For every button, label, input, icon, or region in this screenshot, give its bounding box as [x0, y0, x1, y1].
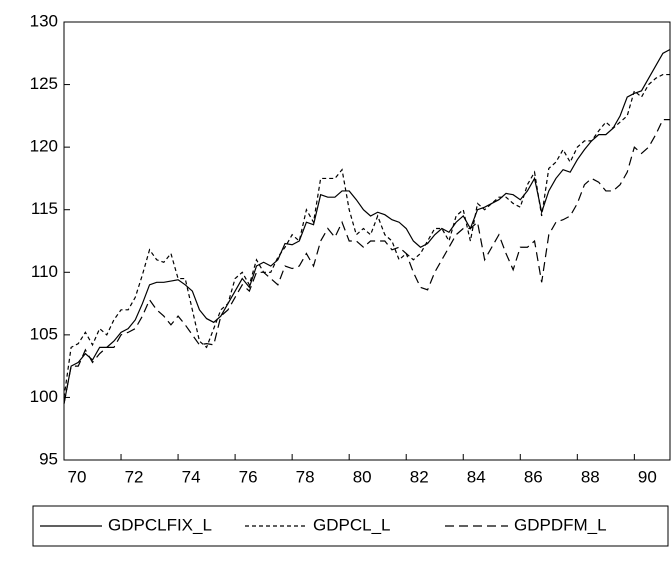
y-tick-label: 110 — [31, 262, 58, 281]
x-tick-label: 70 — [68, 467, 87, 486]
y-tick-label: 130 — [30, 11, 58, 30]
legend-label: GDPCLFIX_L — [108, 515, 212, 534]
x-tick-label: 84 — [467, 467, 486, 486]
legend-frame — [32, 505, 669, 547]
y-tick-label: 95 — [39, 449, 58, 468]
x-tick-label: 82 — [410, 467, 429, 486]
y-tick-label: 125 — [30, 74, 58, 93]
y-tick-label: 115 — [31, 199, 58, 218]
legend-label: GDPDFM_L — [514, 515, 607, 534]
series-line — [63, 119, 670, 404]
y-tick-label: 100 — [30, 387, 58, 406]
y-tick-label: 105 — [30, 324, 58, 343]
x-tick-label: 76 — [239, 467, 258, 486]
y-tick-label: 120 — [30, 137, 58, 156]
x-tick-label: 86 — [524, 467, 543, 486]
legend-label: GDPCL_L — [313, 515, 390, 534]
series-line — [63, 73, 670, 398]
series-line — [63, 48, 671, 404]
x-tick-label: 80 — [353, 467, 372, 486]
x-tick-label: 78 — [296, 467, 315, 486]
x-tick-label: 74 — [182, 467, 201, 486]
x-tick-label: 88 — [581, 467, 600, 486]
x-tick-label: 72 — [125, 467, 144, 486]
plot-frame — [63, 21, 671, 461]
x-tick-label: 90 — [638, 467, 657, 486]
